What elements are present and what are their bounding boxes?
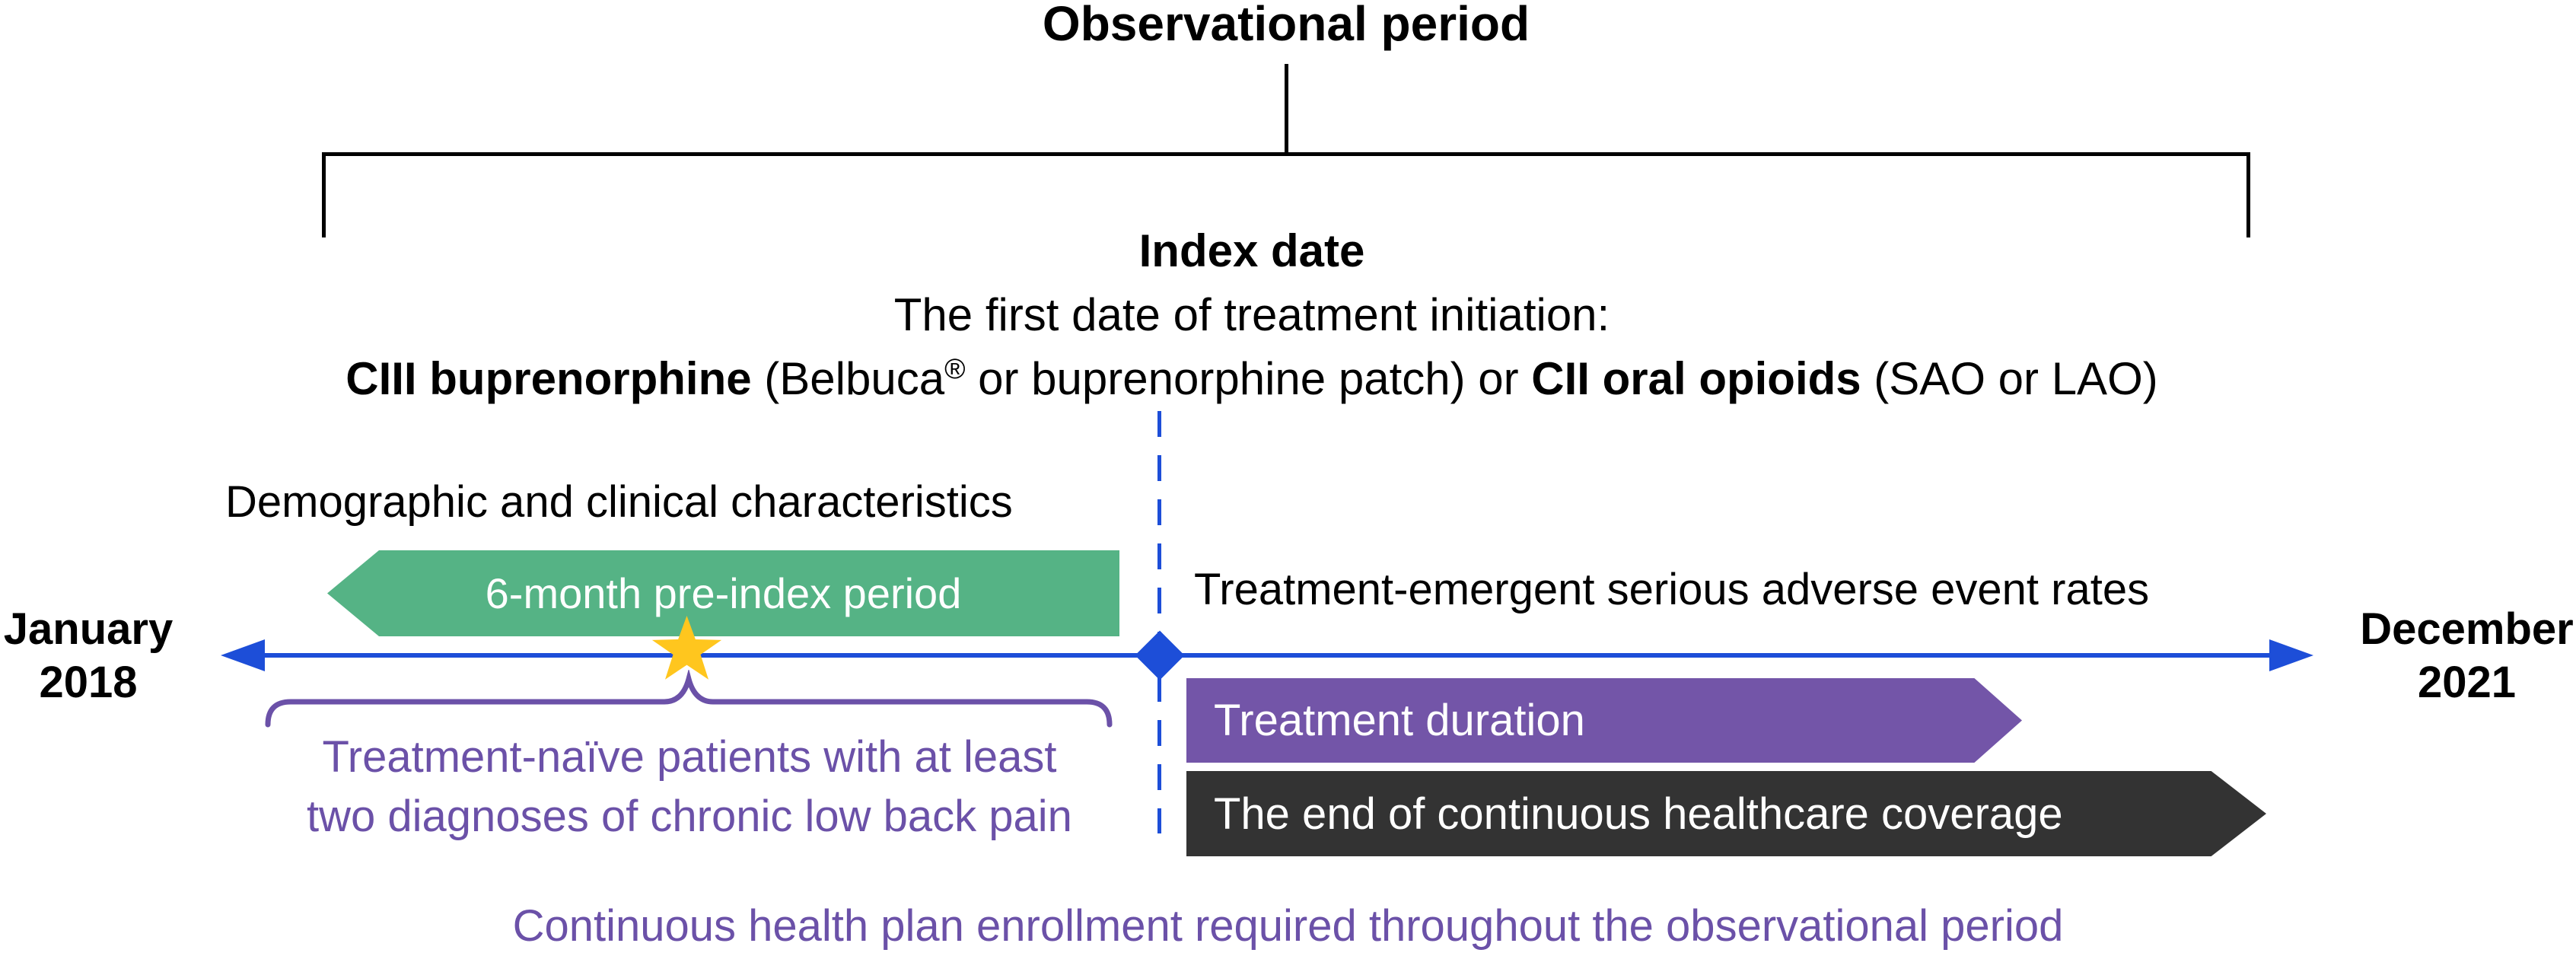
cohort-note: Treatment-naïve patients with at least t…: [233, 728, 1146, 846]
index-date-dashed-line: [1157, 411, 1161, 833]
index-date-treatments: CIII buprenorphine (Belbuca® or buprenor…: [0, 347, 2504, 411]
bracket-right-tick: [2246, 152, 2250, 237]
index-date-title: Index date: [1138, 225, 1365, 276]
treatment-duration-arrow: Treatment duration: [1186, 678, 2022, 763]
adverse-event-rates-label: Treatment-emergent serious adverse event…: [1194, 565, 2150, 614]
coverage-end-label: The end of continuous healthcare coverag…: [1214, 789, 2063, 839]
cohort-note-line2: two diagnoses of chronic low back pain: [307, 792, 1072, 841]
cii-oral-opioids-label: CII oral opioids: [1531, 353, 1861, 404]
observational-period-bracket: [322, 152, 2250, 156]
title-connector-line: [1285, 64, 1288, 155]
timeline-right-arrowhead-icon: [2269, 639, 2313, 671]
registered-trademark-icon: ®: [944, 352, 966, 384]
buprenorphine-patch-text: or buprenorphine patch) or: [965, 353, 1532, 404]
index-date-subtitle: The first date of treatment initiation:: [893, 289, 1610, 340]
coverage-end-arrow: The end of continuous healthcare coverag…: [1186, 771, 2266, 856]
index-date-diamond-icon: [1135, 630, 1185, 680]
end-month: December: [2360, 604, 2574, 654]
cohort-brace-icon: [265, 670, 1113, 728]
treatment-duration-label: Treatment duration: [1214, 696, 1585, 745]
start-month: January: [3, 604, 174, 654]
pre-index-period-arrow: 6-month pre-index period: [327, 550, 1119, 636]
timeline-end-label: December 2021: [2358, 603, 2576, 709]
cohort-note-line1: Treatment-naïve patients with at least: [322, 732, 1057, 782]
timeline-start-label: January 2018: [0, 603, 177, 709]
bracket-left-tick: [322, 152, 326, 237]
sao-lao-text: (SAO or LAO): [1861, 353, 2158, 404]
timeline-axis: [256, 653, 2274, 658]
belbuca-open: (Belbuca: [751, 353, 945, 404]
start-year: 2018: [39, 658, 138, 707]
enrollment-footer-note: Continuous health plan enrollment requir…: [512, 901, 2064, 951]
ciii-buprenorphine-label: CIII buprenorphine: [345, 353, 752, 404]
observational-period-title: Observational period: [1042, 0, 1530, 51]
end-year: 2021: [2417, 658, 2517, 707]
timeline-left-arrowhead-icon: [221, 639, 265, 671]
index-date-block: Index date The first date of treatment i…: [0, 219, 2504, 411]
demographic-characteristics-label: Demographic and clinical characteristics: [225, 477, 1013, 527]
pre-index-period-label: 6-month pre-index period: [485, 569, 962, 617]
